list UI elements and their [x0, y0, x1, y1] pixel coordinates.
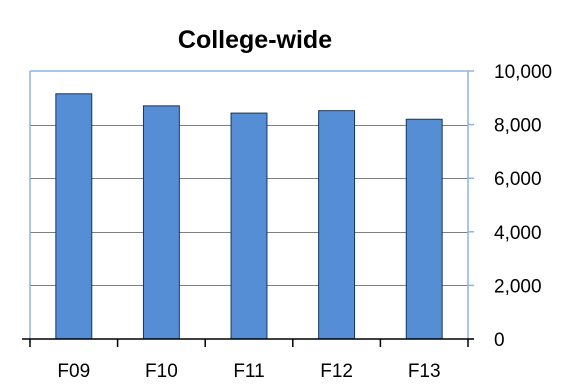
x-tick-label: F13	[408, 361, 441, 382]
y-tick-label: 2,000	[494, 276, 542, 297]
axes	[22, 70, 474, 347]
y-tick-labels: 0 2,000 4,000 6,000 8,000 10,000	[494, 62, 552, 351]
x-tick-label: F11	[233, 361, 264, 382]
bar	[55, 93, 93, 340]
x-tick-label: F09	[57, 361, 90, 382]
x-tick-label: F10	[145, 361, 178, 382]
bar	[142, 105, 180, 340]
y-tick-label: 6,000	[494, 169, 542, 190]
x-tick-labels: F09 F10 F11 F12 F13	[57, 361, 440, 382]
x-tick-label: F12	[320, 361, 353, 382]
y-tick-label: 4,000	[494, 223, 542, 244]
y-tick-label: 8,000	[494, 116, 542, 137]
y-tick-label: 10,000	[494, 62, 552, 83]
y-tick-label: 0	[494, 330, 505, 351]
bar	[405, 118, 443, 340]
bars	[55, 93, 443, 340]
chart-title: College-wide	[178, 26, 332, 54]
bar	[230, 112, 268, 340]
bar	[318, 110, 356, 340]
